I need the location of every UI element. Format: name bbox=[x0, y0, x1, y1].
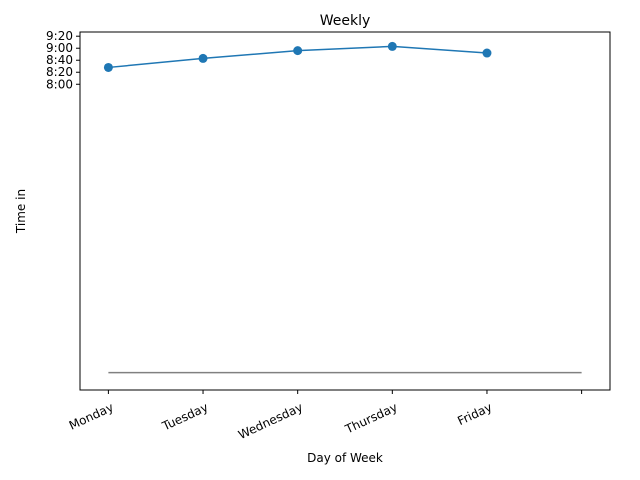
y-tick-label: 9:20 bbox=[46, 29, 73, 43]
x-tick-label: Monday bbox=[67, 400, 116, 433]
data-point-thursday bbox=[387, 41, 397, 51]
x-tick-label: Friday bbox=[455, 400, 494, 428]
y-tick-label: 8:00 bbox=[46, 77, 73, 91]
y-tick-label: 8:40 bbox=[46, 53, 73, 67]
y-tick-label: 9:00 bbox=[46, 41, 73, 55]
y-axis-label: Time in bbox=[14, 189, 28, 234]
axes-frame bbox=[79, 31, 611, 391]
x-axis: Monday Tuesday Wednesday Thursday Friday bbox=[67, 390, 583, 442]
y-tick-label: 8:20 bbox=[46, 65, 73, 79]
data-point-monday bbox=[103, 62, 113, 72]
data-point-friday bbox=[482, 48, 492, 58]
plot-area bbox=[103, 41, 582, 374]
x-tick-label: Thursday bbox=[342, 400, 399, 437]
x-tick-label: Tuesday bbox=[159, 400, 210, 434]
y-axis: 8:008:208:409:009:20 bbox=[46, 29, 80, 91]
x-axis-label: Day of Week bbox=[307, 451, 383, 465]
data-point-wednesday bbox=[293, 46, 303, 56]
data-point-tuesday bbox=[198, 53, 208, 63]
chart-title: Weekly bbox=[320, 13, 371, 29]
x-tick-label: Wednesday bbox=[236, 400, 305, 442]
